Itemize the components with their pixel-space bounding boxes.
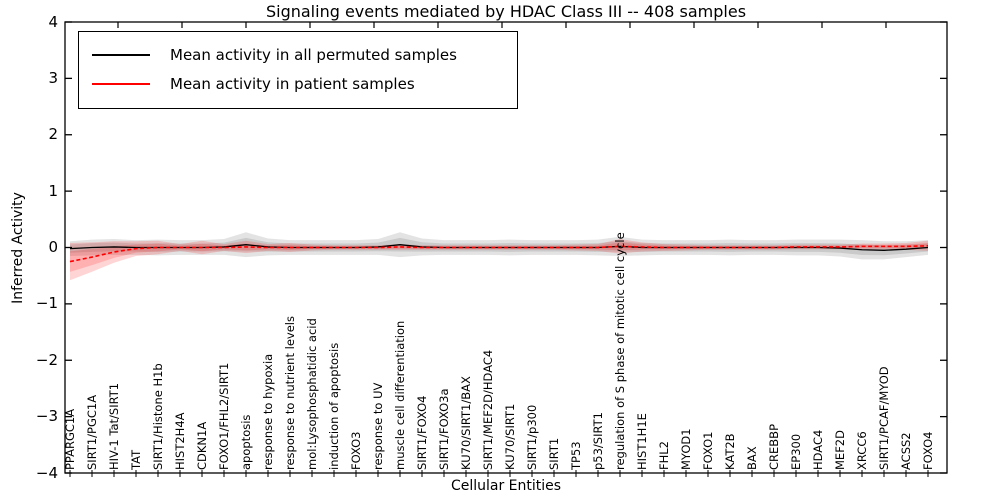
x-tick-label: HIST2H4A <box>173 412 187 470</box>
x-tick-label: SIRT1/PGC1A <box>85 394 99 470</box>
x-tick-label: SIRT1 <box>547 437 561 470</box>
x-tick-label: regulation of S phase of mitotic cell cy… <box>613 232 627 470</box>
x-tick-label: HDAC4 <box>811 429 825 470</box>
x-tick-label: FOXO1 <box>701 431 715 470</box>
x-tick-label: MEF2D <box>833 430 847 470</box>
y-tick-label: −1 <box>35 294 58 313</box>
legend-label: Mean activity in patient samples <box>170 74 415 93</box>
x-tick-label: FHL2 <box>657 441 671 470</box>
x-tick-label: KAT2B <box>723 433 737 470</box>
x-tick-label: FOXO4 <box>921 431 935 470</box>
chart-title: Signaling events mediated by HDAC Class … <box>265 2 747 21</box>
x-tick-label: apoptosis <box>239 414 253 470</box>
y-tick-label: 0 <box>48 238 58 256</box>
x-tick-label: MYOD1 <box>679 428 693 470</box>
x-tick-label: SIRT1/Histone H1b <box>151 363 165 470</box>
x-tick-label: HIV-1 Tat/SIRT1 <box>107 382 121 470</box>
x-tick-label: SIRT1/p300 <box>525 404 539 470</box>
x-tick-label: TP53 <box>569 441 583 470</box>
x-tick-label: HIST1H1E <box>635 413 649 470</box>
patient-band-outer <box>70 239 928 281</box>
y-tick-label: 1 <box>48 181 58 200</box>
patient-band-inner <box>70 242 928 272</box>
legend-line-sample-black <box>92 53 150 56</box>
x-tick-label: mol:Lysophosphatidic acid <box>305 318 319 470</box>
x-tick-label: PPARGC1A <box>63 408 77 470</box>
x-tick-label: KU70/SIRT1/BAX <box>459 376 473 470</box>
x-tick-label: response to hypoxia <box>261 353 275 470</box>
x-tick-label: BAX <box>745 446 759 470</box>
y-tick-label: 4 <box>48 12 58 31</box>
x-tick-label: SIRT1/MEF2D/HDAC4 <box>481 349 495 470</box>
x-tick-label: CDKN1A <box>195 421 209 470</box>
x-tick-label: KU70/SIRT1 <box>503 403 517 470</box>
x-tick-label: muscle cell differentiation <box>393 320 407 470</box>
y-tick-label: −3 <box>35 407 58 426</box>
legend: Mean activity in all permuted samples Me… <box>78 31 518 109</box>
y-tick-label: 2 <box>48 125 58 144</box>
permuted-band-outer <box>70 232 928 260</box>
legend-label: Mean activity in all permuted samples <box>170 45 457 64</box>
x-tick-label: p53/SIRT1 <box>591 412 605 470</box>
x-tick-label: XRCC6 <box>855 431 869 470</box>
legend-item-patient: Mean activity in patient samples <box>79 69 517 98</box>
x-tick-label: CREBBP <box>767 424 781 470</box>
y-tick-label: −2 <box>35 350 58 369</box>
legend-item-permuted: Mean activity in all permuted samples <box>79 40 517 69</box>
x-tick-label: TAT <box>129 449 143 470</box>
x-axis-label: Cellular Entities <box>450 478 562 494</box>
x-tick-label: ACSS2 <box>899 432 913 470</box>
permuted-band-inner <box>70 237 928 256</box>
x-tick-label: response to nutrient levels <box>283 316 297 470</box>
patient-mean-line <box>69 245 929 263</box>
legend-line-sample-red <box>92 82 150 85</box>
x-tick-label: response to UV <box>371 382 385 470</box>
y-tick-label: −4 <box>35 463 58 482</box>
x-tick-label: FOXO1/FHL2/SIRT1 <box>217 362 231 470</box>
x-tick-label: SIRT1/PCAF/MYOD <box>877 366 891 470</box>
x-tick-label: induction of apoptosis <box>327 342 341 470</box>
x-tick-label: SIRT1/FOXO3a <box>437 388 451 470</box>
y-tick-label: 3 <box>48 68 58 87</box>
x-tick-label: SIRT1/FOXO4 <box>415 395 429 470</box>
x-tick-label: EP300 <box>789 433 803 470</box>
x-tick-label: FOXO3 <box>349 431 363 470</box>
